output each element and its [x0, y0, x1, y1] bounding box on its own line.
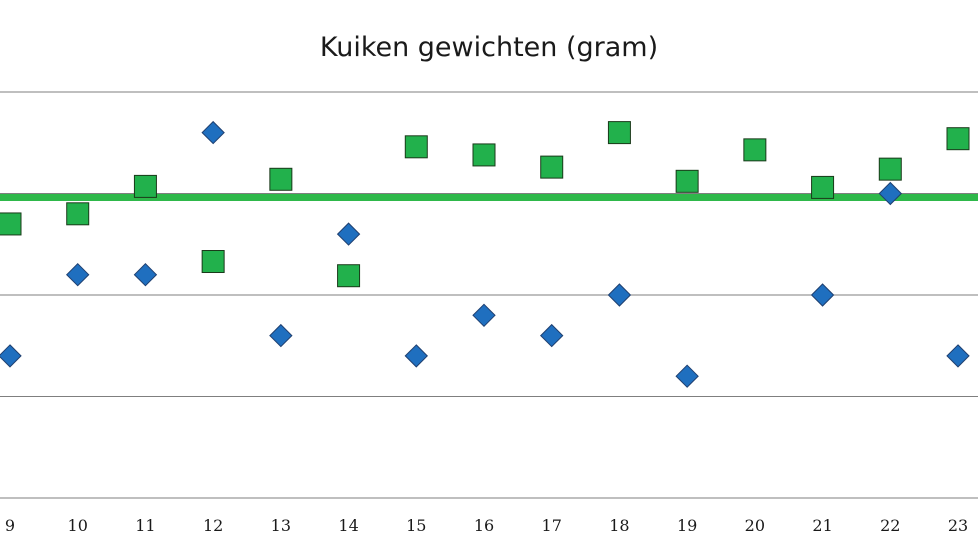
square-point: [878, 157, 902, 181]
x-tick-label: 16: [474, 516, 494, 535]
chart-title: Kuiken gewichten (gram): [320, 32, 658, 63]
square-point: [607, 121, 631, 145]
diamond-point: [404, 344, 428, 368]
diamond-point: [133, 262, 158, 287]
x-tick-label: 19: [677, 516, 697, 535]
diamond-point: [810, 283, 835, 307]
square-point: [404, 135, 428, 159]
square-point: [675, 169, 699, 193]
square-point: [66, 202, 90, 226]
x-tick-label: 9: [5, 516, 15, 535]
data-points: [0, 120, 970, 388]
diamond-point: [269, 323, 293, 348]
x-tick-label: 14: [338, 516, 358, 535]
diamond-point: [472, 303, 496, 328]
diamond-point: [540, 323, 564, 348]
x-tick-label: 12: [203, 516, 223, 535]
diamond-point: [66, 262, 90, 287]
x-tick-label: 20: [745, 516, 765, 535]
diamond-point: [201, 120, 225, 145]
x-axis-ticks: 9 10 11 12 13 14 15 16 17 18 19 20 21 22 23: [5, 516, 968, 535]
square-point: [269, 167, 293, 191]
square-point: [0, 212, 22, 236]
square-point: [811, 175, 835, 199]
diamond-point: [0, 344, 22, 368]
square-point: [472, 143, 496, 167]
square-point: [946, 127, 970, 151]
x-tick-label: 10: [68, 516, 88, 535]
x-tick-label: 22: [880, 516, 900, 535]
x-tick-label: 17: [542, 516, 562, 535]
x-tick-label: 18: [609, 516, 629, 535]
square-point: [337, 264, 361, 288]
square-point: [201, 250, 225, 274]
diamond-point: [607, 283, 632, 307]
x-tick-label: 21: [812, 516, 832, 535]
x-tick-label: 23: [948, 516, 968, 535]
x-tick-label: 11: [135, 516, 155, 535]
square-point: [133, 174, 157, 198]
square-point: [540, 155, 564, 179]
diamond-point: [878, 181, 902, 206]
x-tick-label: 13: [271, 516, 291, 535]
diamond-point: [336, 222, 361, 246]
x-tick-label: 15: [406, 516, 426, 535]
square-point: [743, 138, 767, 162]
diamond-point: [675, 364, 699, 388]
diamond-point: [946, 344, 970, 368]
